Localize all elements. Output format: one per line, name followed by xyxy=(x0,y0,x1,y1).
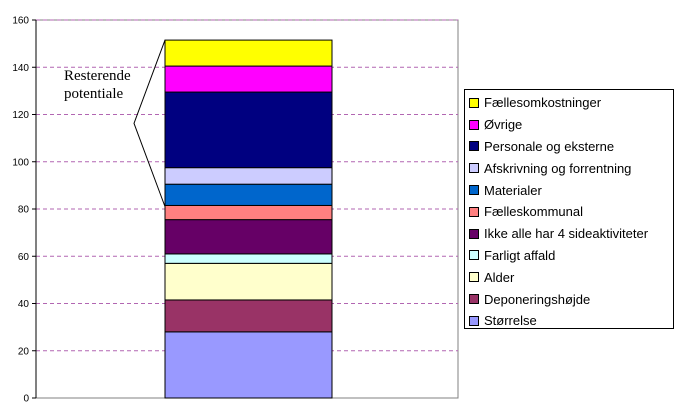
legend-label: Personale og eksterne xyxy=(484,138,615,154)
legend-item: Farligt affald xyxy=(469,245,673,267)
legend: Fællesomkostninger Øvrige Personale og eks… xyxy=(464,89,674,329)
bar-segment xyxy=(164,65,333,93)
y-tick-label: 20 xyxy=(18,346,30,357)
annotation-line-1: Resterende xyxy=(64,68,131,84)
y-tick-label: 160 xyxy=(12,16,29,27)
legend-label: Fælleskommunal xyxy=(484,204,583,220)
annotation-bracket xyxy=(133,39,166,207)
bar-segment xyxy=(164,219,333,255)
legend-swatch xyxy=(469,141,479,152)
legend-swatch xyxy=(469,119,479,130)
y-tick-label: 40 xyxy=(18,299,30,310)
legend-swatch xyxy=(469,228,479,239)
bar-segment xyxy=(164,204,333,221)
y-tick-label: 140 xyxy=(12,63,29,74)
legend-item: Alder xyxy=(469,266,673,288)
stacked-bar xyxy=(164,39,333,399)
y-tick-label: 80 xyxy=(18,205,30,216)
remaining-potential-annotation: Resterende potentiale xyxy=(64,39,166,207)
legend-item: Fælleskommunal xyxy=(469,201,673,223)
legend-swatch xyxy=(469,206,479,217)
legend-item: Deponeringshøjde xyxy=(469,288,673,310)
legend-label: Farligt affald xyxy=(484,247,556,263)
bar-segment xyxy=(164,39,333,67)
y-tick-label: 100 xyxy=(12,157,29,168)
legend-item: Afskrivning og forrentning xyxy=(469,157,673,179)
bar-segment xyxy=(164,299,333,333)
legend-label: Materialer xyxy=(484,182,542,198)
bar-segment xyxy=(164,331,333,399)
y-axis: 0 20 40 60 80 100 120 140 160 xyxy=(12,16,37,405)
bar-segment xyxy=(164,262,333,301)
legend-swatch xyxy=(469,272,479,283)
bar-segment xyxy=(164,183,333,206)
legend-label: Øvrige xyxy=(484,117,523,133)
legend-swatch xyxy=(469,294,479,305)
legend-label: Fællesomkostninger xyxy=(484,95,602,111)
legend-label: Ikke alle har 4 sideaktiviteter xyxy=(484,226,649,242)
annotation-line-2: potentiale xyxy=(64,86,123,102)
legend-swatch xyxy=(469,163,479,174)
legend-item: Øvrige xyxy=(469,114,673,136)
legend-swatch xyxy=(469,185,479,196)
legend-swatch xyxy=(469,250,479,261)
legend-label: Deponeringshøjde xyxy=(484,291,591,307)
bar-segment xyxy=(164,167,333,185)
legend-swatch xyxy=(469,315,479,326)
legend-label: Afskrivning og forrentning xyxy=(484,160,632,176)
y-tick-label: 60 xyxy=(18,252,30,263)
legend-item: Ikke alle har 4 sideaktiviteter xyxy=(469,223,673,245)
legend-label: Størrelse xyxy=(484,313,537,329)
legend-item: Fællesomkostninger xyxy=(469,92,673,114)
bar-segment xyxy=(164,253,333,264)
y-tick-label: 0 xyxy=(23,394,29,405)
legend-item: Materialer xyxy=(469,179,673,201)
y-tick-label: 120 xyxy=(12,110,29,121)
legend-item: Personale og eksterne xyxy=(469,136,673,158)
bar-segment xyxy=(164,91,333,169)
legend-swatch xyxy=(469,97,479,108)
legend-item: Størrelse xyxy=(469,310,673,332)
legend-label: Alder xyxy=(484,269,515,285)
